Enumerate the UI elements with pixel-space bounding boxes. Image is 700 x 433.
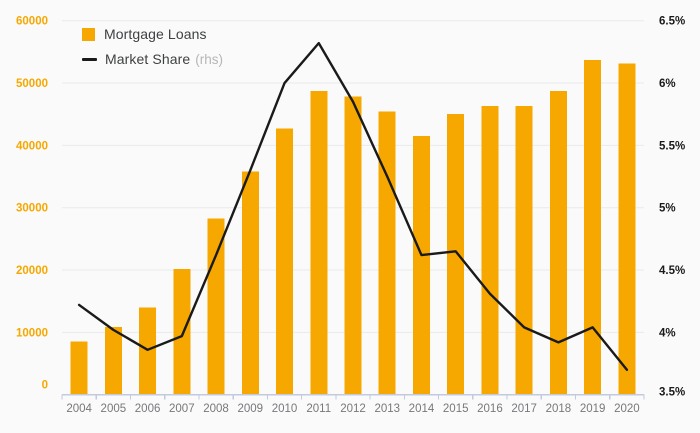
- x-axis-label-2019: 2019: [580, 403, 606, 415]
- right-axis-label-5.5%: 5.5%: [659, 140, 685, 152]
- bar-2009: [241, 171, 259, 395]
- x-axis-label-2004: 2004: [66, 403, 92, 415]
- right-axis-label-3.5%: 3.5%: [659, 387, 685, 399]
- bar-2019: [584, 59, 602, 395]
- x-axis-label-2016: 2016: [477, 403, 503, 415]
- right-axis-label-6.5%: 6.5%: [659, 16, 685, 28]
- bar-2004: [70, 341, 88, 395]
- x-axis-label-2020: 2020: [614, 403, 640, 415]
- x-axis-label-2006: 2006: [135, 403, 161, 415]
- bar-2017: [515, 106, 533, 395]
- right-axis-label-4.5%: 4.5%: [659, 265, 685, 277]
- x-axis-label-2017: 2017: [511, 403, 537, 415]
- left-axis-label-30000: 30000: [16, 203, 48, 215]
- bar-2013: [378, 111, 396, 395]
- x-axis-label-2012: 2012: [340, 403, 366, 415]
- left-axis-label-0: 0: [42, 380, 48, 392]
- left-axis-label-60000: 60000: [16, 16, 48, 28]
- bar-2016: [481, 106, 499, 395]
- x-axis-label-2013: 2013: [374, 403, 400, 415]
- line-series-swatch-icon: [82, 57, 97, 61]
- bar-2006: [139, 307, 157, 395]
- bar-2010: [276, 128, 294, 395]
- market-share-line: [77, 41, 629, 371]
- legend-item-market-share: Market Share (rhs): [82, 49, 223, 69]
- bar-2011: [310, 91, 328, 395]
- x-axis-label-2014: 2014: [409, 403, 435, 415]
- right-axis-label-4%: 4%: [659, 327, 676, 339]
- bar-2005: [104, 326, 122, 395]
- bar-2014: [412, 136, 430, 395]
- x-axis-label-2005: 2005: [101, 403, 127, 415]
- bar-2008: [207, 218, 225, 395]
- x-axis-label-2007: 2007: [169, 403, 195, 415]
- bar-2012: [344, 96, 362, 395]
- left-axis-label-10000: 10000: [16, 327, 48, 339]
- legend-item-mortgage-loans: Mortgage Loans: [82, 24, 223, 44]
- legend-note-rhs: (rhs): [195, 51, 223, 67]
- left-axis-label-20000: 20000: [16, 265, 48, 277]
- x-axis-label-2015: 2015: [443, 403, 469, 415]
- legend-label-mortgage-loans: Mortgage Loans: [104, 26, 207, 42]
- bar-2018: [549, 91, 567, 395]
- bar-2007: [173, 268, 191, 395]
- x-axis-label-2010: 2010: [272, 403, 298, 415]
- x-axis-label-2011: 2011: [306, 403, 331, 415]
- chart-legend: Mortgage Loans Market Share (rhs): [82, 24, 223, 69]
- bar-2015: [447, 114, 465, 395]
- bar-2020: [618, 63, 636, 395]
- right-axis-label-5%: 5%: [659, 203, 676, 215]
- x-axis-label-2009: 2009: [237, 403, 263, 415]
- left-axis-label-50000: 50000: [16, 78, 48, 90]
- bar-series-swatch-icon: [82, 27, 95, 41]
- left-axis-label-40000: 40000: [16, 140, 48, 152]
- legend-label-market-share: Market Share: [105, 51, 191, 67]
- right-axis-label-6%: 6%: [659, 78, 676, 90]
- x-axis-label-2008: 2008: [203, 403, 229, 415]
- x-axis-label-2018: 2018: [546, 403, 572, 415]
